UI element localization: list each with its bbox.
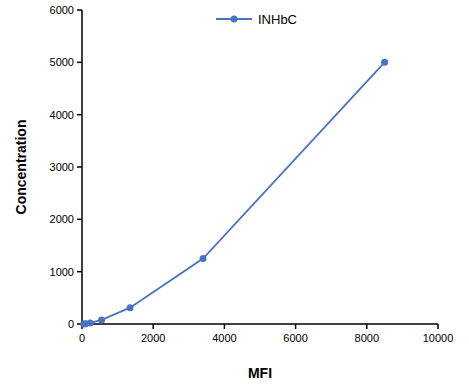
y-tick	[77, 271, 82, 273]
x-tick	[366, 324, 368, 329]
plot-area	[80, 59, 388, 328]
x-tick	[224, 324, 226, 329]
y-tick-label: 2000	[50, 213, 74, 225]
series-line	[84, 62, 385, 324]
point	[98, 316, 105, 323]
y-tick	[77, 114, 82, 116]
x-axis-title: MFI	[248, 365, 272, 381]
x-tick	[152, 324, 154, 329]
point	[381, 59, 388, 66]
point	[87, 319, 94, 326]
chart: 0 1000 2000 3000 4000 5000 6000 0 2000 4000 6000 80…	[0, 0, 469, 392]
y-tick-label: 0	[68, 318, 74, 330]
x-tick-label: 0	[79, 332, 85, 344]
point	[200, 255, 207, 262]
x-tick	[295, 324, 297, 329]
x-tick	[437, 324, 439, 329]
x-tick-label: 6000	[283, 332, 307, 344]
x-tick-label: 4000	[212, 332, 236, 344]
point	[127, 304, 134, 311]
y-axis-title: Concentration	[13, 120, 29, 215]
x-axis	[82, 323, 438, 325]
x-tick-label: 2000	[141, 332, 165, 344]
x-tick-label: 8000	[355, 332, 379, 344]
y-tick-label: 3000	[50, 161, 74, 173]
y-tick	[77, 62, 82, 64]
y-tick-label: 4000	[50, 109, 74, 121]
y-tick-label: 6000	[50, 4, 74, 16]
x-tick-label: 10000	[423, 332, 454, 344]
y-tick	[77, 9, 82, 11]
y-tick-label: 1000	[50, 266, 74, 278]
legend-marker	[231, 16, 238, 23]
legend-label: INHbC	[258, 12, 297, 27]
y-tick-label: 5000	[50, 56, 74, 68]
y-tick	[77, 219, 82, 221]
y-tick	[77, 166, 82, 168]
